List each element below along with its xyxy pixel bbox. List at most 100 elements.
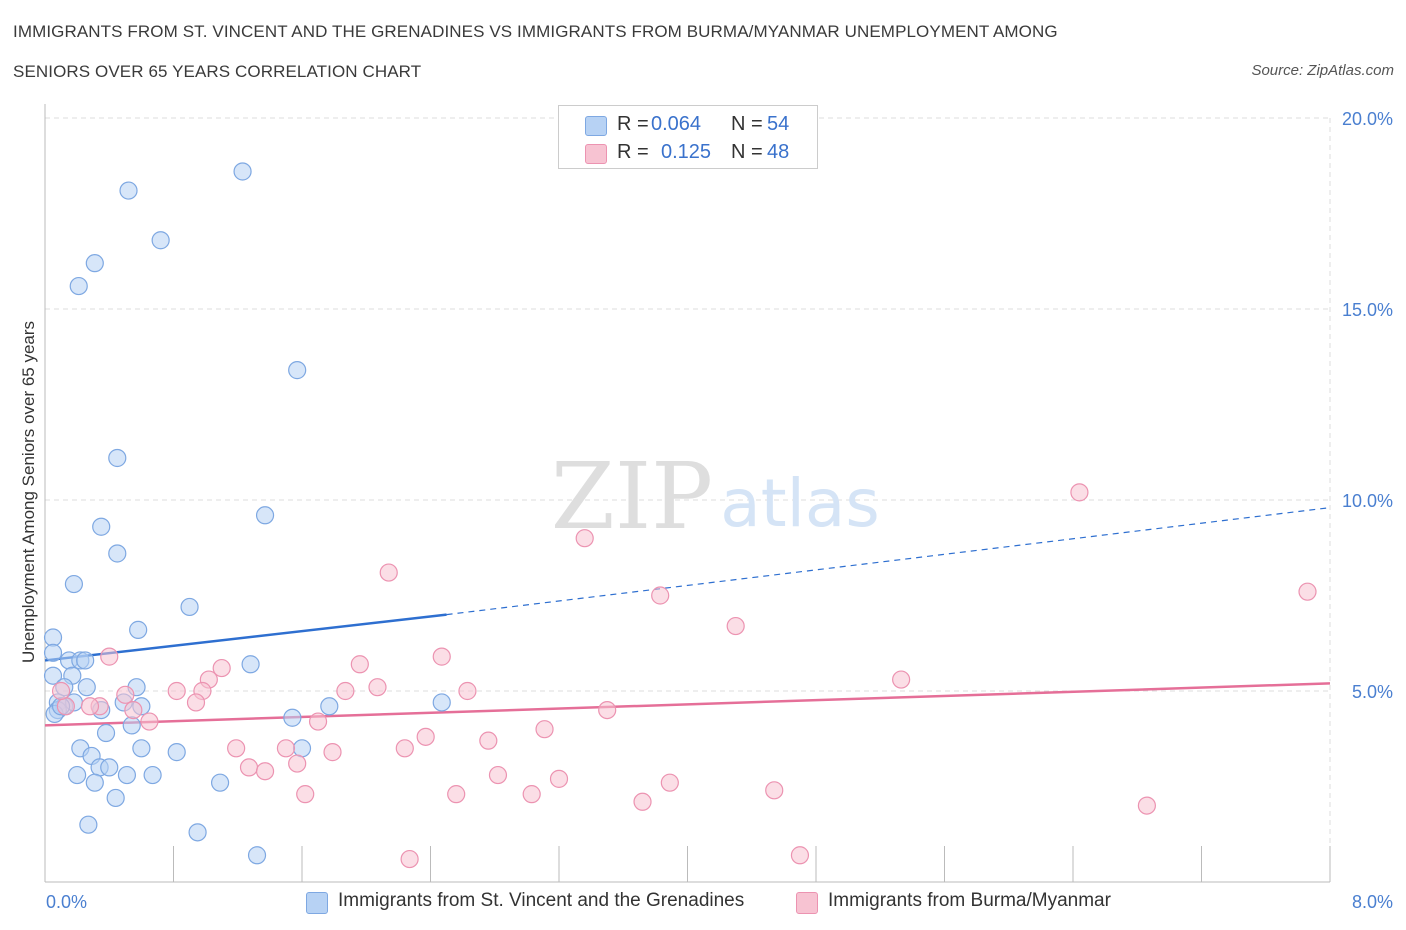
- x-tick-label-max: 8.0%: [1352, 892, 1393, 912]
- legend-swatch-pink: [585, 144, 607, 164]
- legend-swatch-blue: [585, 116, 607, 136]
- data-point-pink: [227, 739, 246, 758]
- data-point-pink: [1298, 582, 1317, 601]
- data-point-blue: [106, 788, 125, 808]
- data-point-pink: [432, 647, 451, 666]
- data-point-pink: [790, 846, 810, 865]
- legend-n-label: N =: [731, 141, 763, 163]
- data-point-pink: [549, 769, 569, 788]
- data-point-pink: [633, 792, 652, 811]
- chart-title-line2: SENIORS OVER 65 YEARS CORRELATION CHART: [13, 62, 422, 81]
- data-point-blue: [64, 574, 84, 594]
- chart-title-line1: IMMIGRANTS FROM ST. VINCENT AND THE GREN…: [13, 22, 1058, 41]
- data-point-blue: [283, 708, 302, 727]
- legend-n-value: 54: [767, 113, 790, 135]
- data-point-pink: [308, 712, 328, 731]
- data-point-blue: [92, 517, 111, 536]
- data-point-pink: [660, 773, 679, 792]
- data-point-pink: [124, 700, 143, 720]
- data-point-pink: [186, 693, 206, 712]
- data-point-pink: [276, 739, 296, 758]
- data-point-pink: [323, 743, 342, 762]
- data-point-blue: [241, 655, 260, 674]
- y-tick-label: 5.0%: [1352, 682, 1393, 702]
- watermark-atlas: atlas: [720, 465, 880, 542]
- watermark-zip: ZIP: [551, 443, 713, 550]
- data-point-blue: [151, 231, 170, 250]
- data-point-blue: [247, 846, 267, 865]
- y-tick-label: 15.0%: [1342, 300, 1393, 320]
- data-point-blue: [180, 597, 199, 617]
- data-point-pink: [447, 785, 466, 804]
- data-point-pink: [212, 658, 231, 678]
- data-point-pink: [400, 849, 419, 869]
- data-point-blue: [100, 758, 119, 777]
- data-point-pink: [458, 681, 477, 701]
- data-point-blue: [108, 448, 127, 468]
- data-point-blue: [292, 739, 312, 758]
- tick-labels: 0.0% 8.0% 5.0% 10.0% 15.0% 20.0%: [46, 109, 1393, 912]
- data-point-blue: [143, 765, 162, 785]
- data-point-pink: [1137, 796, 1156, 815]
- series-swatch-blue: [306, 892, 328, 914]
- data-point-pink: [255, 762, 275, 781]
- data-point-pink: [56, 697, 75, 716]
- legend-r-value: 0.064: [651, 113, 702, 135]
- data-point-blue: [188, 823, 207, 842]
- data-point-blue: [108, 544, 127, 563]
- data-point-blue: [210, 773, 230, 792]
- series-label-pink: Immigrants from Burma/Myanmar: [828, 890, 1111, 911]
- data-point-blue: [79, 815, 98, 834]
- legend-n-value: 48: [767, 141, 790, 163]
- data-point-blue: [167, 743, 186, 762]
- trend-line-blue-extension: [446, 507, 1331, 616]
- data-point-pink: [368, 678, 387, 697]
- data-point-pink: [488, 765, 508, 785]
- legend-n-label: N =: [731, 113, 763, 135]
- data-point-blue: [320, 697, 339, 716]
- y-axis-label: Unemployment Among Seniors over 65 years: [19, 321, 38, 663]
- data-point-pink: [336, 681, 355, 701]
- x-tick-label-min: 0.0%: [46, 892, 87, 912]
- legend-r-value: 0.125: [661, 141, 712, 163]
- y-tick-label: 20.0%: [1342, 109, 1393, 129]
- data-point-pink: [239, 758, 259, 777]
- data-point-blue: [85, 773, 104, 792]
- data-point-blue: [117, 765, 137, 785]
- data-point-pink: [116, 685, 135, 704]
- stats-legend: R = 0.064 N = 54 R = 0.125 N = 48: [558, 105, 818, 169]
- data-point-blue: [85, 254, 104, 273]
- data-point-blue: [233, 162, 252, 181]
- data-point-blue: [68, 765, 87, 785]
- data-point-blue: [77, 678, 96, 697]
- data-point-blue: [122, 716, 141, 735]
- data-point-pink: [80, 697, 100, 716]
- data-point-pink: [479, 731, 498, 750]
- data-point-pink: [726, 616, 745, 636]
- watermark: ZIP atlas: [551, 443, 880, 550]
- data-point-pink: [288, 754, 307, 773]
- data-point-pink: [100, 647, 119, 666]
- data-point-pink: [416, 727, 435, 746]
- data-point-pink: [395, 739, 414, 758]
- data-point-blue: [288, 361, 307, 380]
- data-point-blue: [255, 506, 275, 525]
- axes: [44, 104, 1331, 883]
- data-point-pink: [140, 712, 159, 731]
- source-credit: Source: ZipAtlas.com: [1251, 62, 1394, 79]
- data-point-blue: [76, 651, 95, 670]
- series-swatch-pink: [796, 892, 818, 914]
- data-point-blue: [69, 276, 88, 296]
- data-point-blue: [129, 620, 148, 639]
- series-label-blue: Immigrants from St. Vincent and the Gren…: [338, 890, 745, 911]
- data-point-blue: [96, 723, 116, 743]
- data-point-blue: [43, 628, 63, 647]
- data-point-pink: [350, 655, 369, 674]
- legend-r-label: R =: [617, 113, 649, 135]
- data-point-pink: [522, 785, 541, 804]
- data-point-pink: [379, 563, 398, 582]
- data-point-pink: [167, 681, 186, 701]
- data-point-blue: [119, 181, 138, 200]
- data-point-pink: [598, 700, 617, 720]
